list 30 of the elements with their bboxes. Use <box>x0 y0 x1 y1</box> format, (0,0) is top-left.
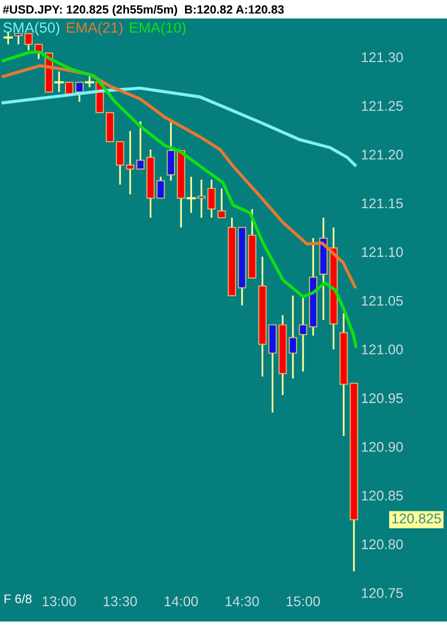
text: EMA(21) <box>66 22 122 36</box>
candlestick <box>217 188 226 219</box>
x-tick-label: 13:30 <box>104 596 137 606</box>
y-tick-label: 120.85 <box>362 490 403 501</box>
y-tick-label: 120.90 <box>362 442 403 452</box>
chart-title: #USD.JPY: 120.825 (2h55m/5m) B:120.82 A:120.83 <box>2 5 284 16</box>
y-tick-label: 120.95 <box>362 393 403 404</box>
y-tick-label: 121.15 <box>362 198 403 208</box>
y-tick-label: 121.05 <box>362 296 403 306</box>
line-series <box>2 86 357 167</box>
candlestick <box>186 176 196 214</box>
x-tick-label: 13:00 <box>42 596 76 606</box>
candlestick <box>207 178 216 219</box>
y-tick-label: 120.80 <box>362 539 403 550</box>
y-tick-label: 121.25 <box>362 101 403 111</box>
text: SMA(50) <box>3 22 60 36</box>
annotation: 120.825 <box>392 514 441 524</box>
y-tick-label: 121.30 <box>362 52 403 62</box>
y-tick-label: 121.00 <box>362 344 403 354</box>
annotation: F 6/8 <box>4 594 32 604</box>
candlestick <box>54 70 64 93</box>
x-tick-label: 14:30 <box>226 596 259 606</box>
x-tick-label: 14:00 <box>164 596 198 606</box>
y-tick-label: 121.20 <box>362 150 403 160</box>
candlestick <box>84 76 94 88</box>
line-series <box>2 64 357 288</box>
y-tick-label: 120.75 <box>362 588 403 598</box>
x-tick-label: 15:00 <box>286 596 320 606</box>
text: EMA(10) <box>130 22 186 36</box>
y-tick-label: 121.10 <box>362 247 403 257</box>
